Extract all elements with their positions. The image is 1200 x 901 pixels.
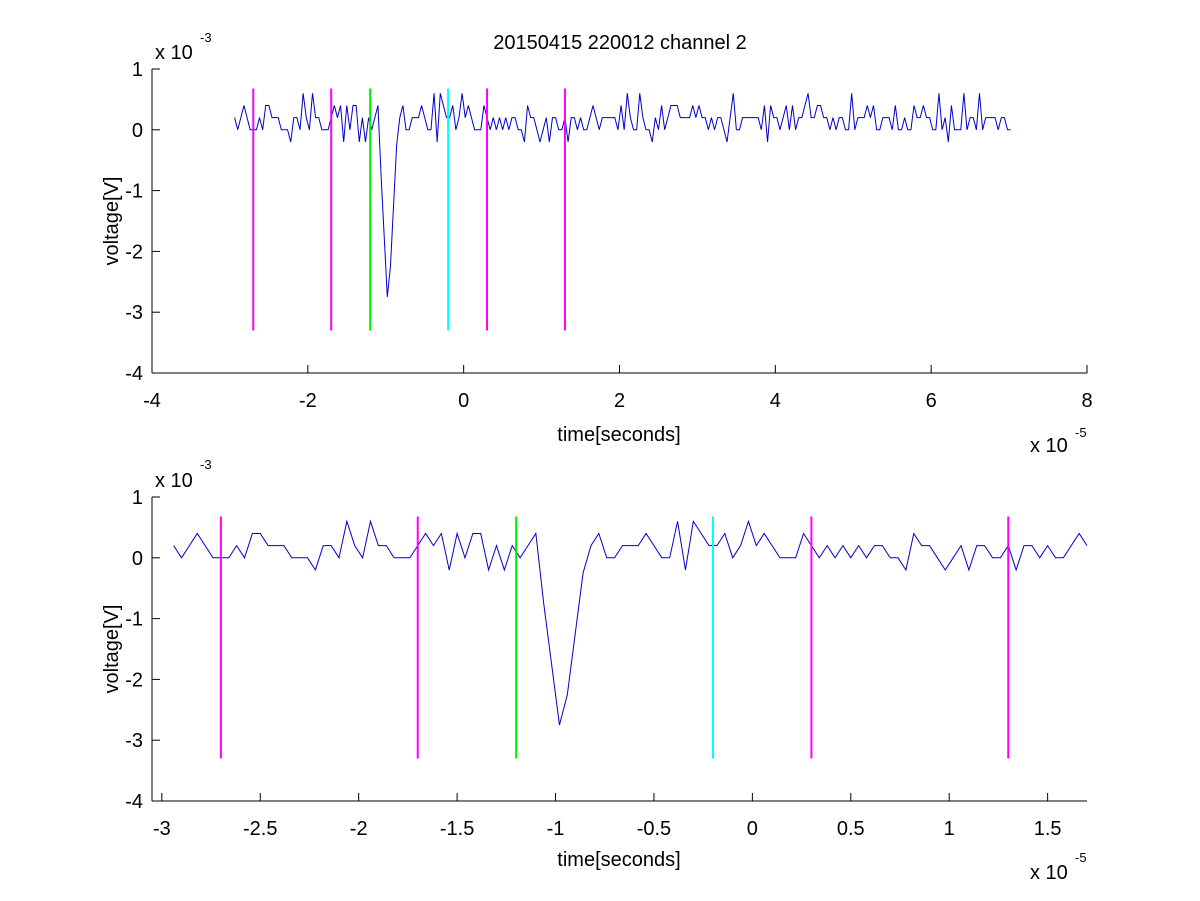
bottom-panel: -3 -2.5 -2 -1.5 -1 -0.5 0 0.5 1 1.5 1 0 -1 -2 -3 -4 tim… [101,457,1088,884]
top-x-multiplier-base: x 10 [1030,435,1068,457]
top-x-tick-label: 6 [926,390,937,412]
bottom-x-tick-label: 1.5 [1034,818,1062,840]
bottom-x-multiplier-exponent: -5 [1075,850,1087,865]
top-y-multiplier: x 10 -3 [155,30,212,64]
top-x-multiplier: x 10 -5 [1030,425,1087,457]
bottom-x-multiplier: x 10 -5 [1030,850,1087,884]
top-y-axis-label: voltage[V] [101,177,123,266]
bottom-marker-layer [219,516,1010,759]
bottom-signal-layer [173,519,1088,726]
bottom-y-multiplier-base: x 10 [155,470,193,492]
top-x-tick-label: 8 [1081,390,1092,412]
bottom-x-tick-label: -0.5 [637,818,671,840]
top-y-multiplier-exponent: -3 [200,30,212,45]
bottom-y-tick-label: -4 [125,791,143,813]
bottom-x-multiplier-base: x 10 [1030,862,1068,884]
top-signal-line [234,93,1011,298]
bottom-x-tick-label: -3 [153,818,171,840]
top-y-multiplier-base: x 10 [155,42,193,64]
bottom-y-tick-label: -2 [125,669,143,691]
bottom-signal-line [173,519,1088,726]
top-signal-layer [234,93,1011,298]
top-tick-layer: -4 -2 0 2 4 6 810-1-2-3-4 [125,59,1092,412]
top-x-multiplier-exponent: -5 [1075,425,1087,440]
bottom-x-tick-label: 0.5 [837,818,865,840]
top-panel: -4 -2 0 2 4 6 810-1-2-3-4 time[seconds] voltag… [101,30,1093,457]
bottom-y-tick-label: -3 [125,730,143,752]
bottom-x-tick-label: -1 [547,818,565,840]
bottom-tick-layer: -3 -2.5 -2 -1.5 -1 -0.5 0 0.5 1 1.5 1 0 -1 -2 -3 -4 [125,487,1061,840]
top-x-tick-label: 0 [458,390,469,412]
bottom-x-tick-label: -2 [350,818,368,840]
bottom-y-axis-label: voltage[V] [101,605,123,694]
top-y-tick-label: 1 [132,59,143,81]
bottom-y-tick-label: 1 [132,487,143,509]
top-y-tick-label: -3 [125,302,143,324]
top-x-tick-label: 4 [770,390,781,412]
bottom-x-axis-label: time[seconds] [557,849,680,871]
top-y-tick-label: -1 [125,181,143,203]
bottom-y-tick-label: 0 [132,548,143,570]
top-y-tick-label: -4 [125,363,143,385]
top-marker-layer [252,88,566,331]
bottom-x-tick-label: 1 [944,818,955,840]
bottom-y-multiplier-exponent: -3 [200,457,212,472]
bottom-y-tick-label: -1 [125,609,143,631]
bottom-x-tick-label: -1.5 [440,818,474,840]
bottom-x-tick-label: -2.5 [243,818,277,840]
top-x-tick-label: 2 [614,390,625,412]
top-y-tick-label: 0 [132,120,143,142]
top-y-tick-label: -2 [125,241,143,263]
bottom-x-tick-label: 0 [747,818,758,840]
top-x-axis-label: time[seconds] [557,424,680,446]
bottom-y-multiplier: x 10 -3 [155,457,212,492]
figure-title: 20150415 220012 channel 2 [493,32,747,54]
top-x-tick-label: -4 [143,390,161,412]
top-x-tick-label: -2 [299,390,317,412]
